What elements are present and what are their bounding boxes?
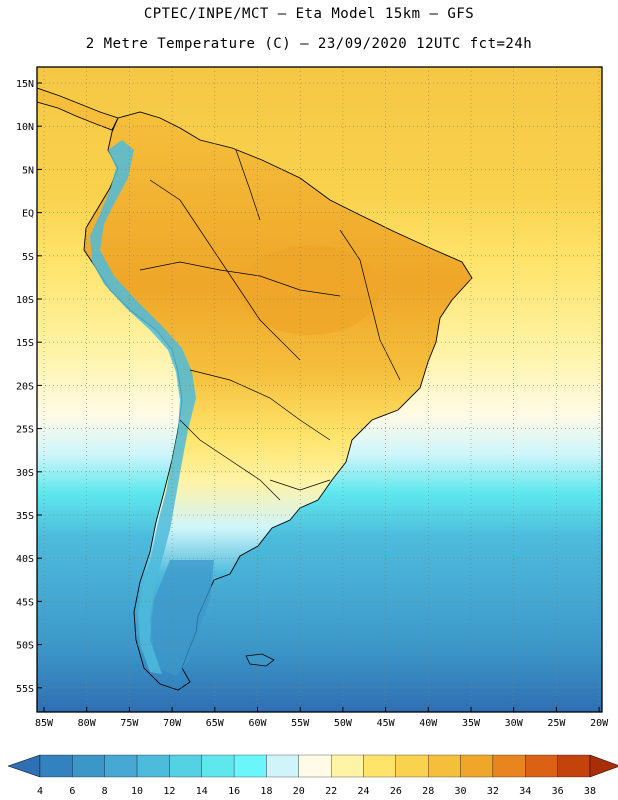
lat-label: 40S [16,554,34,565]
patagonia-cool [150,560,214,676]
colorbar-label: 4 [37,786,43,797]
lon-label: 65W [206,718,225,729]
lat-label: EQ [22,209,34,220]
lat-label: 30S [16,468,34,479]
lon-label: 60W [248,718,267,729]
lon-label: 75W [120,718,139,729]
lon-label: 35W [462,718,481,729]
colorbar-label: 22 [325,786,337,797]
colorbar-label: 6 [69,786,75,797]
plot-frame [36,66,603,713]
lon-label: 80W [78,718,97,729]
colorbar-swatch [492,754,526,778]
lon-label: 30W [505,718,524,729]
lon-label: 40W [419,718,438,729]
colorbar-swatch [266,754,299,778]
colorbar-swatch [557,754,591,778]
colorbar-swatch [298,754,332,778]
colorbar-swatch [428,754,461,778]
lat-label: 5N [22,165,34,176]
colorbar-label: 34 [519,786,531,797]
colorbar-arrow-right [589,754,618,778]
colorbar-label: 16 [228,786,240,797]
lat-label: 45S [16,597,34,608]
colorbar-swatch [39,754,73,778]
lat-label: 25S [16,425,34,436]
chart-subtitle: 2 Metre Temperature (C) – 23/09/2020 12U… [85,36,533,52]
colorbar-label: 32 [487,786,499,797]
graticule [37,67,602,712]
colorbar-label: 10 [131,786,143,797]
lat-label: 15N [16,79,34,90]
country-borders [139,149,401,501]
chart-title: CPTEC/INPE/MCT – Eta Model 15km – GFS [143,6,475,22]
colorbar-label: 36 [552,786,564,797]
lat-label: 10N [16,122,34,133]
colorbar-label: 8 [102,786,108,797]
lon-label: 20W [590,718,609,729]
hot-interior [240,245,380,335]
colorbar-swatch [330,754,364,778]
colorbar-swatch [104,754,138,778]
colorbar-label: 38 [584,786,596,797]
colorbar-swatch [169,754,202,778]
longitude-labels: 85W 80W 75W 70W 65W 60W 55W 50W 45W 40W 35W 30W 25W 2… [35,718,609,729]
colorbar-swatch [201,754,235,778]
colorbar-label: 26 [390,786,402,797]
colorbar-label: 20 [293,786,305,797]
colorbar-label: 24 [357,786,369,797]
colorbar-swatch [460,754,494,778]
lat-label: 20S [16,381,34,392]
colorbar-swatch [136,754,170,778]
lon-label: 25W [547,718,566,729]
colorbar-swatch [233,754,267,778]
colorbar-arrow-left [7,754,41,778]
lat-label: 5S [22,252,34,263]
colorbar-swatch [525,754,558,778]
lon-label: 85W [35,718,54,729]
colorbar-swatch [363,754,396,778]
colorbar-swatch [72,754,105,778]
falkland-islands [245,653,275,667]
central-america [37,87,119,131]
colorbar-label: 14 [196,786,208,797]
lat-label: 35S [16,511,34,522]
lat-label: 55S [16,684,34,695]
colorbar-label: 18 [260,786,272,797]
colorbar-labels: 4 6 8 10 12 14 16 18 20 22 24 26 28 30 32 34 36 38 [37,786,596,797]
latitude-labels: 15N 10N 5N EQ 5S 10S 15S 20S 25S 30S 35S 40S 45S 50S 5… [16,79,34,695]
lon-label: 45W [377,718,396,729]
colorbar-label: 30 [455,786,467,797]
colorbar-swatch [395,754,429,778]
lat-label: 50S [16,641,34,652]
lat-label: 15S [16,338,34,349]
lat-label: 10S [16,295,34,306]
lon-label: 70W [163,718,182,729]
colorbar-label: 12 [163,786,175,797]
lon-label: 55W [291,718,310,729]
lon-label: 50W [334,718,353,729]
colorbar [7,754,618,778]
colorbar-label: 28 [422,786,434,797]
